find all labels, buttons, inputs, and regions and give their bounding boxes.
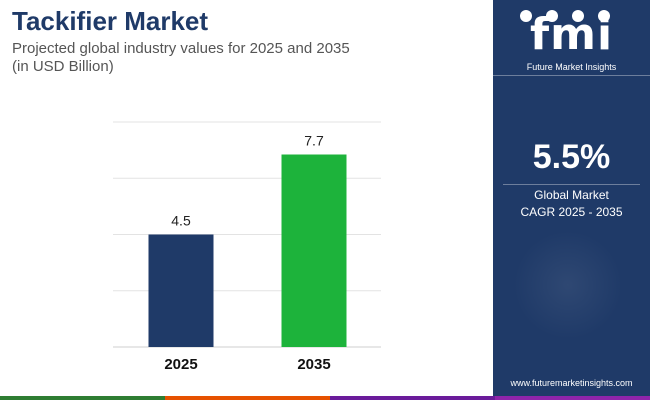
bar-2025 bbox=[148, 234, 214, 347]
x-tick-label-2025: 2025 bbox=[164, 356, 197, 373]
bottom-bar-segment bbox=[330, 396, 495, 400]
cagr-label-line-1: Global Market bbox=[534, 188, 609, 202]
bottom-bar-segment bbox=[495, 396, 650, 400]
data-label-2025: 4.5 bbox=[171, 213, 191, 229]
cagr-value: 5.5% bbox=[532, 138, 611, 176]
cagr-label: Global Market CAGR 2025 - 2035 bbox=[493, 187, 650, 221]
bottom-bar-segment bbox=[0, 396, 165, 400]
sidebar-divider bbox=[493, 75, 650, 76]
logo-subtitle: Future Market Insights bbox=[526, 62, 617, 72]
sidebar-panel: fmi Future Market Insights 5.5% Global M… bbox=[493, 0, 650, 400]
cagr-divider bbox=[503, 184, 640, 185]
data-label-2035: 7.7 bbox=[304, 133, 324, 149]
chart-title: Tackifier Market bbox=[12, 6, 209, 36]
logo-icons bbox=[520, 10, 630, 26]
cagr-label-line-2: CAGR 2025 - 2035 bbox=[520, 205, 623, 219]
bottom-bar-segment bbox=[165, 396, 330, 400]
subtitle-line-2: (in USD Billion) bbox=[12, 58, 114, 75]
website-url[interactable]: www.futuremarketinsights.com bbox=[510, 378, 633, 388]
bar-2035 bbox=[281, 154, 347, 347]
x-tick-label-2035: 2035 bbox=[297, 356, 330, 373]
fmi-logo: fmi Future Market Insights bbox=[493, 4, 650, 72]
chart-subtitle: Projected global industry values for 202… bbox=[12, 40, 350, 76]
bar-chart: 4.5 2025 7.7 2035 bbox=[113, 121, 381, 373]
subtitle-line-1: Projected global industry values for 202… bbox=[12, 40, 350, 57]
